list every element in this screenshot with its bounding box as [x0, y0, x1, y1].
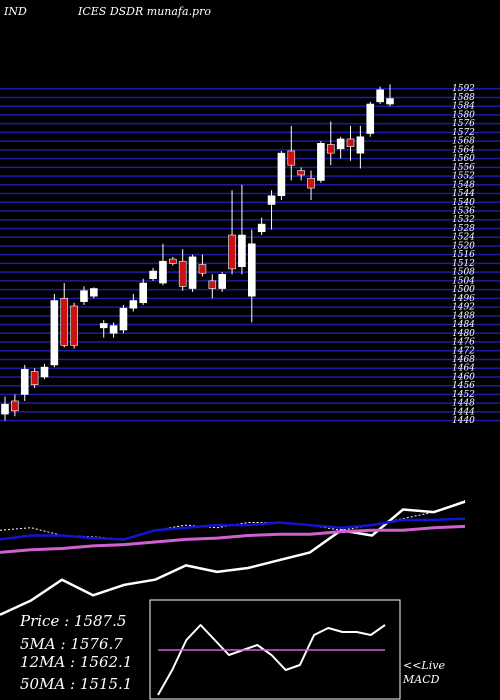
- title-left: IND: [3, 5, 27, 18]
- candle-body: [356, 136, 365, 154]
- candle-body: [257, 223, 266, 233]
- y-tick-label: 1532: [452, 215, 475, 225]
- y-tick-label: 1552: [452, 172, 475, 182]
- candle-body: [90, 288, 98, 297]
- stat-12ma: 12MA : 1562.1: [20, 653, 132, 671]
- candle-body: [238, 234, 246, 267]
- candle-body: [169, 258, 177, 264]
- candle-body: [307, 177, 315, 189]
- y-tick-label: 1464: [452, 364, 475, 374]
- y-tick-label: 1508: [452, 268, 475, 278]
- candle-body: [267, 195, 276, 205]
- y-tick-label: 1496: [452, 294, 475, 304]
- y-tick-label: 1540: [452, 198, 475, 208]
- y-tick-label: 1444: [452, 407, 475, 417]
- y-tick-label: 1584: [452, 102, 475, 112]
- candle-body: [50, 300, 59, 366]
- macd-box: [149, 599, 401, 700]
- y-tick-label: 1572: [452, 128, 475, 138]
- y-tick-label: 1472: [452, 346, 475, 356]
- y-tick-label: 1456: [452, 381, 475, 391]
- candle-body: [119, 307, 128, 331]
- y-tick-label: 1576: [452, 119, 475, 129]
- candle-body: [336, 138, 345, 150]
- y-tick-label: 1548: [452, 180, 475, 190]
- candle-body: [80, 290, 88, 302]
- candle-body: [287, 150, 296, 166]
- candle-body: [1, 403, 9, 415]
- candle-body: [60, 298, 69, 346]
- candle-body: [376, 89, 384, 103]
- y-tick-label: 1492: [452, 303, 475, 313]
- y-tick-label: 1480: [452, 329, 475, 339]
- y-tick-label: 1588: [452, 93, 475, 103]
- y-tick-label: 1488: [452, 311, 475, 321]
- y-tick-label: 1524: [452, 233, 475, 243]
- y-tick-label: 1500: [452, 285, 475, 295]
- candle-body: [99, 323, 108, 329]
- macd-note: MACD: [402, 673, 440, 686]
- indicator-line: [157, 624, 386, 696]
- candle-body: [30, 371, 39, 385]
- candle-body: [129, 300, 138, 309]
- candle-body: [149, 270, 157, 280]
- y-tick-label: 1516: [452, 250, 475, 260]
- y-tick-label: 1520: [452, 241, 475, 251]
- y-tick-label: 1448: [452, 399, 475, 409]
- candle-body: [208, 280, 217, 289]
- y-tick-label: 1556: [452, 163, 475, 173]
- stat-50ma: 50MA : 1515.1: [20, 675, 132, 693]
- y-tick-label: 1536: [452, 207, 475, 217]
- title-right: ICES DSDR munafa.pro: [77, 5, 211, 18]
- candle-body: [366, 103, 375, 134]
- candle-body: [277, 152, 286, 197]
- candle-body: [346, 138, 355, 147]
- y-tick-label: 1580: [452, 110, 475, 120]
- candle-body: [228, 234, 236, 270]
- candle-body: [109, 325, 118, 334]
- candle-body: [218, 274, 226, 289]
- candle-body: [317, 143, 325, 181]
- y-tick-label: 1484: [452, 320, 475, 330]
- y-tick-label: 1560: [452, 154, 475, 164]
- y-tick-label: 1528: [452, 224, 475, 234]
- y-tick-label: 1468: [452, 355, 475, 365]
- candle-body: [386, 98, 394, 105]
- candle-body: [297, 170, 305, 176]
- y-tick-label: 1564: [452, 145, 475, 155]
- candle-body: [70, 305, 78, 346]
- y-tick-label: 1592: [452, 84, 475, 94]
- y-tick-label: 1568: [452, 137, 475, 147]
- y-tick-label: 1512: [452, 259, 475, 269]
- y-tick-label: 1504: [452, 276, 475, 286]
- candle-body: [11, 400, 19, 412]
- candle-body: [178, 260, 187, 287]
- stat-5ma: 5MA : 1576.7: [20, 635, 123, 653]
- live-note: <<Live: [403, 659, 445, 672]
- candle-body: [139, 282, 148, 304]
- y-tick-label: 1452: [452, 390, 475, 400]
- candle-body: [326, 144, 335, 154]
- candle-body: [247, 243, 256, 297]
- y-tick-label: 1544: [452, 189, 475, 199]
- y-tick-label: 1440: [452, 416, 475, 426]
- candle-body: [40, 366, 49, 378]
- indicator-line: [0, 517, 466, 541]
- candle-body: [188, 256, 197, 289]
- stat-price: Price : 1587.5: [19, 612, 126, 630]
- y-tick-label: 1476: [452, 338, 475, 348]
- candle-body: [20, 369, 29, 395]
- y-tick-label: 1460: [452, 372, 475, 382]
- candle-body: [198, 264, 207, 274]
- indicator-line: [0, 524, 466, 554]
- candle-body: [159, 260, 167, 284]
